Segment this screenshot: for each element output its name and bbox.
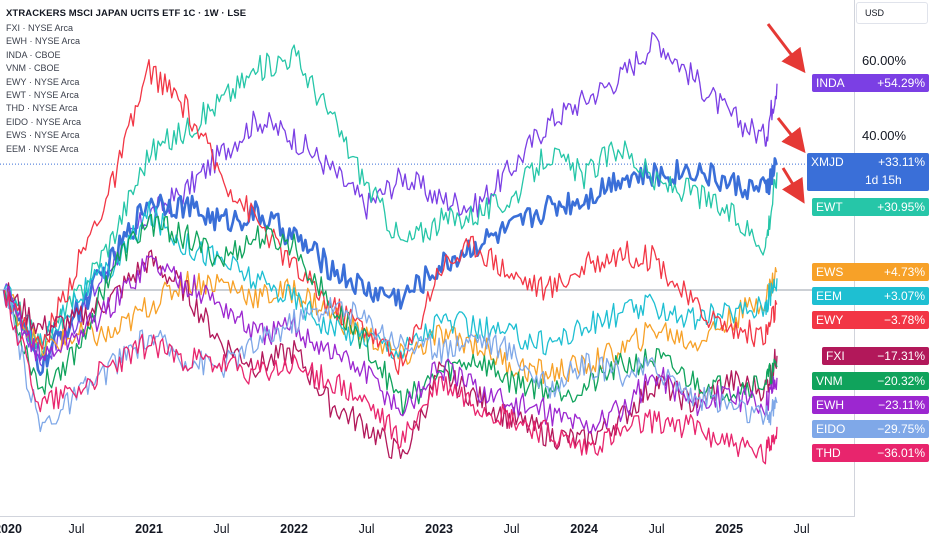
time-axis-border	[0, 516, 855, 517]
price-tag-ticker: EIDO	[816, 422, 846, 436]
legend-symbol[interactable]: THD · NYSE Arca	[6, 103, 78, 114]
series-line-thd[interactable]	[3, 289, 778, 465]
price-tag-xmjd[interactable]: 1d 15h XMJD +33.11%	[807, 153, 929, 191]
price-tag-thd[interactable]: THD −36.01%	[812, 444, 929, 462]
chart-legend: XTRACKERS MSCI JAPAN UCITS ETF 1C · 1W ·…	[6, 8, 246, 156]
series-line-fxi[interactable]	[3, 249, 778, 460]
price-tag-value: −23.11%	[878, 398, 925, 412]
price-tag-value: −3.78%	[883, 313, 925, 327]
time-axis-label: 2020	[0, 522, 22, 536]
time-axis-label: Jul	[213, 522, 230, 536]
legend-symbol[interactable]: EWT · NYSE Arca	[6, 90, 79, 101]
price-tag-ewh[interactable]: EWH −23.11%	[812, 396, 929, 414]
price-tag-ticker: XMJD	[811, 155, 844, 169]
price-tag-ticker: INDA	[816, 76, 845, 90]
price-tag-ticker: THD	[816, 446, 841, 460]
price-tag-value: +30.95%	[877, 200, 925, 214]
price-tag-ewt[interactable]: EWT +30.95%	[812, 198, 929, 216]
price-tag-eem[interactable]: EEM +3.07%	[812, 287, 929, 305]
series-line-xmjd[interactable]	[2, 157, 778, 377]
price-tag-value: +4.73%	[883, 265, 925, 279]
series-line-ewt[interactable]	[3, 44, 778, 360]
annotation-arrows	[766, 23, 806, 204]
annotation-arrow	[776, 117, 806, 154]
time-axis-label: Jul	[648, 522, 665, 536]
price-tag-inda[interactable]: INDA +54.29%	[812, 74, 929, 92]
time-axis-label: Jul	[68, 522, 85, 536]
price-tag-ticker: EWS	[816, 265, 844, 279]
price-tag-ews[interactable]: EWS +4.73%	[812, 263, 929, 281]
compare-symbols-list: FXI · NYSE Arca EWH · NYSE Arca INDA · CBO…	[6, 22, 246, 156]
time-axis-label: Jul	[793, 522, 810, 536]
time-axis-label: 2025	[715, 522, 744, 536]
price-tag-value: −29.75%	[877, 422, 925, 436]
legend-symbol[interactable]: FXI · NYSE Arca	[6, 23, 74, 33]
legend-symbol[interactable]: VNM · CBOE	[6, 63, 60, 74]
price-tag-ticker: EWH	[816, 398, 844, 412]
price-tag-fxi[interactable]: FXI −17.31%	[822, 347, 929, 365]
price-tag-ewy[interactable]: EWY −3.78%	[812, 311, 929, 329]
price-tag-value: +54.29%	[877, 76, 925, 90]
series-line-eido[interactable]	[3, 287, 778, 433]
price-tag-vnm[interactable]: VNM −20.32%	[812, 372, 929, 390]
price-tag-eido[interactable]: EIDO −29.75%	[812, 420, 929, 438]
price-tag-ticker: EWY	[816, 313, 844, 327]
legend-symbol[interactable]: EEM · NYSE Arca	[6, 143, 79, 154]
legend-symbol[interactable]: INDA · CBOE	[6, 49, 61, 60]
legend-symbol[interactable]: EIDO · NYSE Arca	[6, 116, 82, 127]
price-tag-value: −36.01%	[877, 446, 925, 460]
price-tag-ticker: VNM	[816, 374, 843, 388]
price-tag-value: +33.11%	[878, 155, 925, 169]
time-axis-label: 2024	[570, 522, 599, 536]
time-axis-label: 2023	[425, 522, 453, 536]
price-axis-border	[854, 0, 855, 516]
legend-symbol[interactable]: EWS · NYSE Arca	[6, 130, 80, 141]
main-symbol-title[interactable]: XTRACKERS MSCI JAPAN UCITS ETF 1C · 1W ·…	[6, 8, 247, 19]
bar-countdown: 1d 15h	[865, 173, 902, 187]
series-line-ewh[interactable]	[3, 255, 778, 434]
time-axis-label: Jul	[503, 522, 520, 536]
price-tag-ticker: EEM	[816, 289, 843, 303]
legend-symbol[interactable]: EWY · NYSE Arca	[6, 76, 80, 87]
price-tag-ticker: FXI	[826, 349, 845, 363]
series-line-ews[interactable]	[3, 267, 778, 385]
legend-symbol[interactable]: EWH · NYSE Arca	[6, 36, 81, 47]
time-axis-label: Jul	[358, 522, 375, 536]
price-tag-value: −20.32%	[877, 374, 925, 388]
series-lines	[0, 31, 852, 465]
price-axis-label-60: 60.00%	[862, 53, 907, 68]
price-tag-value: −17.31%	[877, 349, 925, 363]
currency-selector[interactable]: USD	[856, 2, 928, 24]
price-tag-ticker: EWT	[816, 200, 843, 214]
time-axis-label: 2022	[280, 522, 308, 536]
price-tag-value: +3.07%	[883, 289, 925, 303]
price-axis-label-40: 40.00%	[862, 128, 907, 143]
series-line-ewy[interactable]	[3, 59, 778, 375]
annotation-arrow	[766, 23, 806, 74]
annotation-arrow	[781, 167, 805, 204]
time-axis-label: 2021	[135, 522, 163, 536]
